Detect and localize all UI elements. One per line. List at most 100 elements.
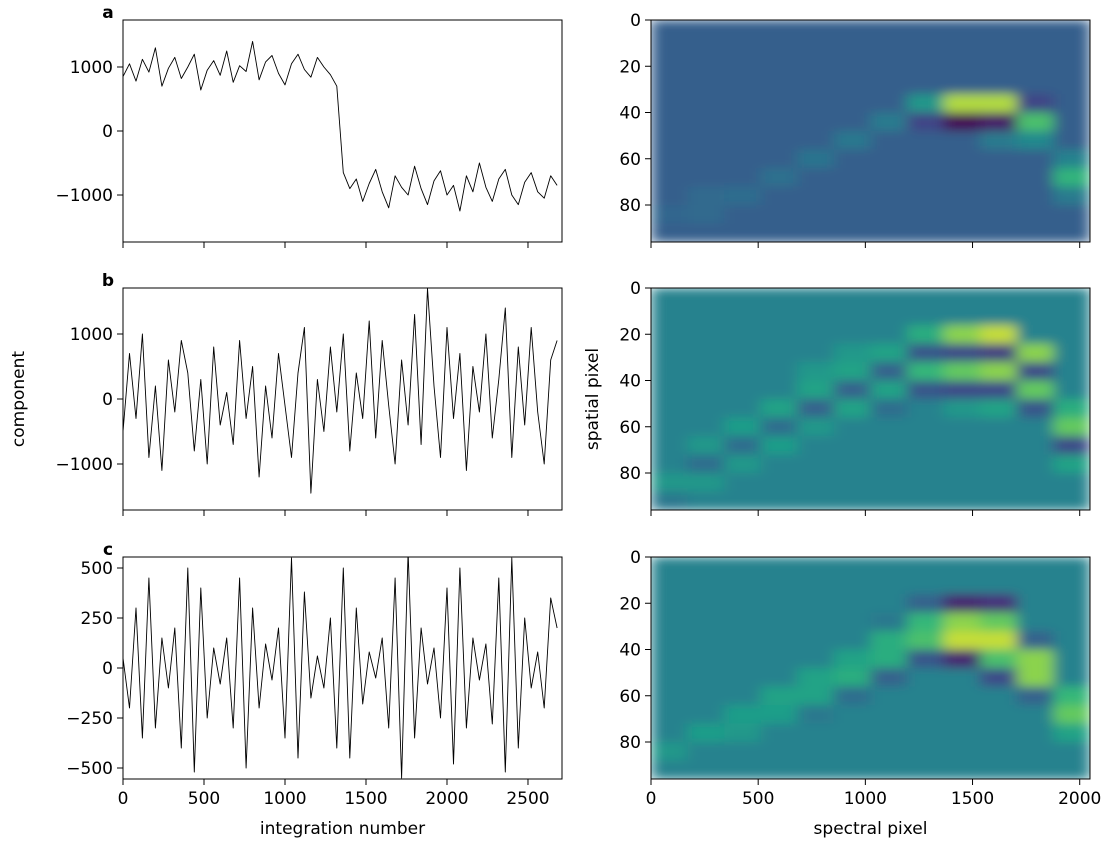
heatmap-cell	[760, 668, 798, 687]
heatmap-cell	[943, 417, 981, 437]
heatmap-cell	[687, 343, 725, 363]
heatmap-cells	[651, 288, 1090, 510]
heatmap-cell	[1016, 38, 1054, 58]
heatmap-cell	[870, 325, 908, 344]
heatmap-cell	[870, 362, 908, 381]
heatmap-cell	[870, 686, 908, 706]
heatmap-cell	[1053, 612, 1090, 632]
heatmap-cell	[980, 20, 1018, 39]
heatmap-cell	[907, 149, 945, 169]
panel-label: c	[103, 540, 113, 560]
heatmap-cell	[760, 288, 798, 307]
heatmap-cell	[980, 594, 1018, 613]
heatmap-cell	[760, 186, 798, 206]
heatmap-cell	[651, 325, 689, 344]
heatmap-cell	[943, 325, 981, 344]
heatmap-cell	[760, 454, 798, 474]
heatmap-cell	[724, 723, 762, 743]
heatmap-cell	[760, 362, 798, 381]
heatmap-cell	[1053, 223, 1090, 242]
heatmap-cell	[980, 112, 1018, 132]
heatmap-cell	[1053, 57, 1090, 76]
heatmap-cell	[1016, 306, 1054, 326]
heatmap-cell	[760, 149, 798, 169]
heatmap-cell	[870, 436, 908, 455]
y-tick-label: −1000	[55, 455, 113, 475]
heatmap-cell	[1053, 705, 1090, 724]
heatmap-cell	[724, 705, 762, 724]
series-line	[123, 557, 558, 779]
heatmap-cell	[980, 223, 1018, 242]
heatmap-cell	[760, 473, 798, 492]
heatmap-cell	[1016, 75, 1054, 95]
heatmap-cell	[870, 668, 908, 687]
heatmap-cell	[687, 186, 725, 206]
heatmap-cell	[687, 649, 725, 669]
heatmap-cell	[760, 760, 798, 779]
heatmap-cell	[943, 131, 981, 150]
heatmap-cell	[943, 436, 981, 455]
heatmap-cell	[1016, 399, 1054, 418]
heatmap-cell	[724, 417, 762, 437]
heatmap-cell	[980, 686, 1018, 706]
heatmap-cell	[797, 57, 835, 76]
heatmap-cell	[1053, 557, 1090, 576]
heatmap-cell	[724, 362, 762, 381]
heatmap-cell	[760, 306, 798, 326]
heatmap-cell	[651, 168, 689, 187]
heatmap-cell	[760, 557, 798, 576]
heatmap-cell	[724, 112, 762, 132]
heatmap-cell	[687, 631, 725, 650]
heatmap-cell	[797, 306, 835, 326]
y-tick-label: 0	[102, 390, 113, 410]
heatmap-cell	[687, 723, 725, 743]
heatmap-cell	[651, 612, 689, 632]
heatmap-cell	[1016, 742, 1054, 761]
heatmap-cell	[870, 168, 908, 187]
heatmap-cell	[651, 473, 689, 492]
heatmap-cell	[980, 38, 1018, 58]
heatmap-cell	[1053, 362, 1090, 381]
heatmap-cell	[943, 705, 981, 724]
heatmap-cell	[907, 57, 945, 76]
heatmap	[651, 288, 1090, 510]
heatmap-cell	[1053, 454, 1090, 474]
y-tick-label: 0	[102, 659, 113, 679]
heatmap-cell	[724, 380, 762, 400]
heatmap-cell	[1016, 612, 1054, 632]
heatmap-cell	[651, 557, 689, 576]
heatmap-cell	[687, 57, 725, 76]
heatmap-cell	[833, 742, 871, 761]
heatmap-cell	[870, 306, 908, 326]
heatmap-cell	[833, 668, 871, 687]
series-line	[123, 288, 558, 494]
heatmap-cell	[943, 723, 981, 743]
heatmap-cell	[833, 760, 871, 779]
heatmap-cell	[1016, 557, 1054, 576]
heatmap-cell	[943, 149, 981, 169]
y-tick-label: 500	[81, 559, 113, 579]
panel-label: a	[102, 3, 113, 23]
heatmap-cell	[797, 686, 835, 706]
heatmap-cell	[687, 686, 725, 706]
y-tick-label: 20	[619, 57, 641, 77]
heatmap-cell	[1016, 473, 1054, 492]
heatmap-cell	[687, 575, 725, 595]
heatmap-cell	[760, 325, 798, 344]
heatmap-cell	[943, 306, 981, 326]
heatmap-cell	[980, 380, 1018, 400]
x-tick-label: 2000	[1058, 789, 1101, 809]
heatmap-cell	[907, 168, 945, 187]
heatmap-cell	[1053, 75, 1090, 95]
heatmap-cell	[797, 491, 835, 510]
y-tick-label: 250	[81, 609, 113, 629]
heatmap-cell	[833, 38, 871, 58]
heatmap-cell	[833, 223, 871, 242]
heatmap-cell	[724, 149, 762, 169]
heatmap-cell	[833, 557, 871, 576]
heatmap-cell	[724, 631, 762, 650]
heatmap-cell	[833, 75, 871, 95]
heatmap-cell	[797, 723, 835, 743]
y-tick-label: 80	[619, 733, 641, 753]
heatmap-cell	[760, 223, 798, 242]
